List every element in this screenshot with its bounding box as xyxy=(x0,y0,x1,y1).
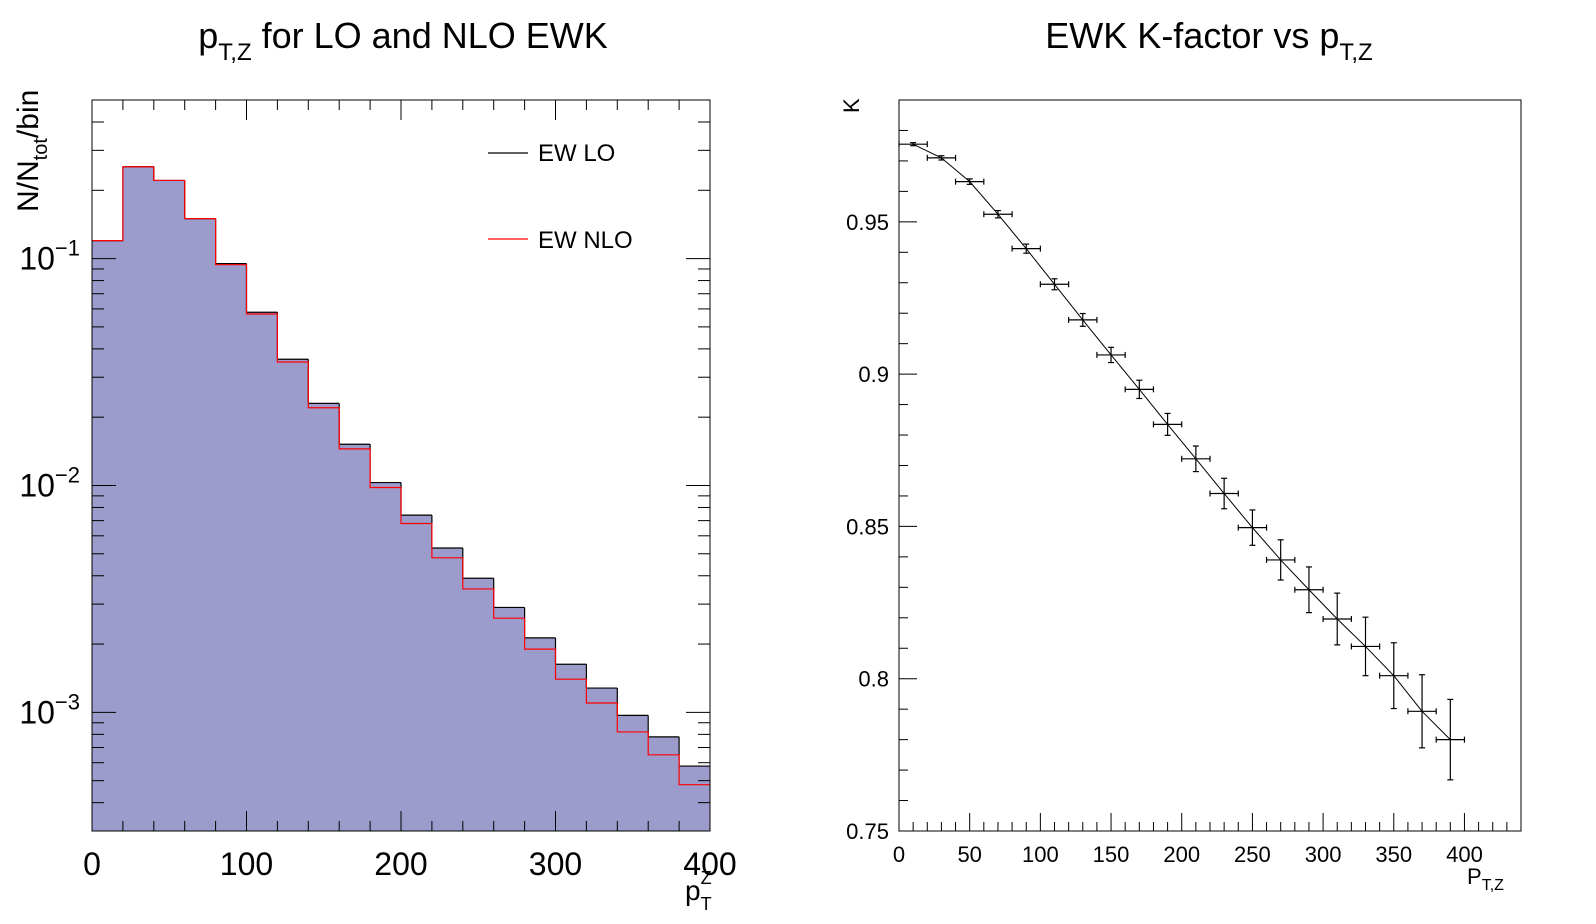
left-xlabel-main: p xyxy=(685,875,701,906)
left-xlabel-superscript: Z xyxy=(701,868,712,888)
right-x-tick-label: 300 xyxy=(1305,842,1342,867)
k-factor-point-6 xyxy=(1068,312,1098,327)
k-factor-point-17 xyxy=(1379,642,1409,710)
right-x-tick-label: 50 xyxy=(957,842,981,867)
k-factor-point-4 xyxy=(1011,243,1041,254)
k-factor-point-16 xyxy=(1350,616,1381,677)
right-chart-title: EWK K-factor vs pT,Z xyxy=(1045,15,1372,66)
left-y-tick-exponent: −3 xyxy=(55,689,80,714)
k-factor-point-2 xyxy=(954,178,985,185)
left-x-tick-label: 300 xyxy=(529,846,582,882)
right-y-tick-label: 0.85 xyxy=(846,514,889,539)
right-title-subscript: T,Z xyxy=(1339,39,1372,66)
right-x-tick-label: 350 xyxy=(1375,842,1412,867)
right-x-tick-label: 100 xyxy=(1022,842,1059,867)
right-xlabel-subscript: T,Z xyxy=(1482,877,1504,894)
right-title-main: EWK K-factor vs p xyxy=(1045,15,1339,56)
left-y-tick-base: 10 xyxy=(19,241,55,277)
left-ylabel-main: N/N xyxy=(12,160,45,212)
left-y-axis-label: N/Ntot/bin xyxy=(12,90,52,212)
left-x-tick-label: 200 xyxy=(374,846,427,882)
left-ylabel-rest: /bin xyxy=(12,90,45,138)
left-ylabel-subscript: tot xyxy=(30,138,52,161)
right-xlabel-main: P xyxy=(1467,864,1482,889)
left-xlabel-subscript: T xyxy=(701,894,712,914)
k-factor-point-0 xyxy=(898,141,928,148)
left-y-tick-base: 10 xyxy=(19,694,55,730)
left-x-axis-label: pZ T xyxy=(685,868,712,914)
right-y-axis-label: K xyxy=(839,98,864,113)
left-y-tick-label: 10−3 xyxy=(19,689,80,730)
left-title-rest: for LO and NLO EWK xyxy=(252,15,608,56)
right-x-tick-label: 400 xyxy=(1446,842,1483,867)
k-factor-point-7 xyxy=(1096,346,1126,364)
k-factor-point-14 xyxy=(1294,566,1324,614)
left-title-subscript: T,Z xyxy=(218,39,251,66)
left-y-tick-label: 10−1 xyxy=(19,236,80,277)
right-y-tick-label: 0.75 xyxy=(846,819,889,844)
right-plot-frame xyxy=(898,99,1522,832)
right-x-tick-label: 250 xyxy=(1234,842,1271,867)
k-factor-point-15 xyxy=(1322,592,1352,646)
nlo-histogram-line xyxy=(92,166,710,786)
k-factor-point-11 xyxy=(1209,477,1239,510)
left-x-tick-label: 100 xyxy=(220,846,273,882)
k-factor-point-19 xyxy=(1435,698,1466,781)
legend-lo-label: EW LO xyxy=(538,140,615,167)
k-factor-point-12 xyxy=(1237,509,1268,546)
left-y-tick-exponent: −2 xyxy=(55,462,80,487)
right-x-tick-label: 200 xyxy=(1163,842,1200,867)
right-x-tick-label: 0 xyxy=(893,842,905,867)
right-x-axis-label: PT,Z xyxy=(1467,864,1504,894)
right-y-tick-label: 0.9 xyxy=(858,362,889,387)
left-y-tick-base: 10 xyxy=(19,467,55,503)
k-factor-point-1 xyxy=(926,154,957,161)
left-y-tick-label: 10−2 xyxy=(19,462,80,503)
legend-nlo-label: EW NLO xyxy=(538,227,633,254)
k-factor-point-5 xyxy=(1039,278,1070,291)
k-factor-point-13 xyxy=(1265,539,1296,581)
left-y-tick-exponent: −1 xyxy=(55,236,80,261)
right-y-tick-label: 0.8 xyxy=(858,667,889,692)
left-title-main: p xyxy=(198,15,218,56)
right-y-tick-label: 0.95 xyxy=(846,210,889,235)
left-x-tick-label: 0 xyxy=(83,846,101,882)
k-factor-point-18 xyxy=(1407,674,1437,749)
k-factor-point-10 xyxy=(1181,445,1211,473)
left-chart-title: pT,Z for LO and NLO EWK xyxy=(198,15,608,66)
left-x-tick-label: 400 xyxy=(683,846,736,882)
k-factor-fit-curve xyxy=(912,143,1451,740)
k-factor-point-9 xyxy=(1152,412,1183,436)
right-x-tick-label: 150 xyxy=(1093,842,1130,867)
k-factor-point-8 xyxy=(1124,379,1155,400)
k-factor-point-3 xyxy=(983,209,1013,219)
